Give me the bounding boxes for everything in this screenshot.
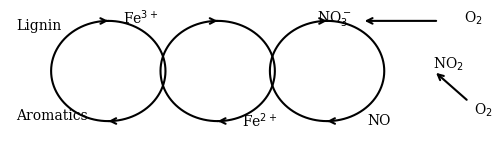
Text: O$_2$: O$_2$: [474, 101, 493, 119]
Text: Fe$^{3+}$: Fe$^{3+}$: [123, 9, 158, 27]
Text: NO: NO: [368, 114, 391, 128]
Text: Fe$^{2+}$: Fe$^{2+}$: [242, 112, 278, 130]
Text: NO$_2$: NO$_2$: [434, 55, 464, 73]
Text: Aromatics: Aromatics: [16, 108, 88, 123]
Text: O$_2$: O$_2$: [464, 9, 483, 27]
Text: Lignin: Lignin: [16, 19, 62, 34]
Text: NO$_3^-$: NO$_3^-$: [317, 9, 352, 28]
